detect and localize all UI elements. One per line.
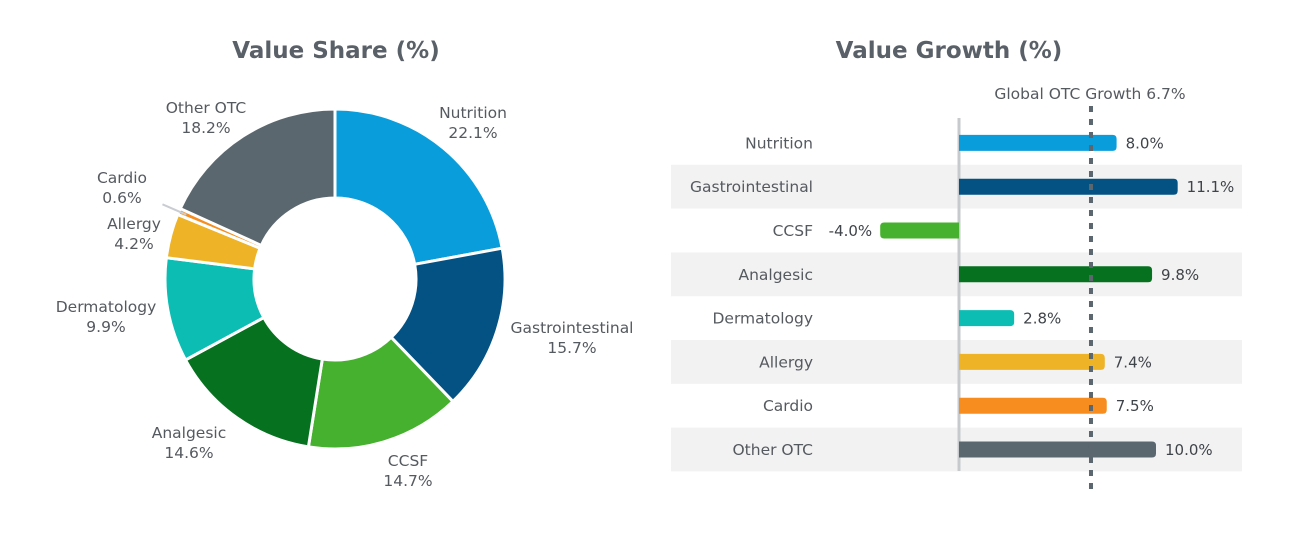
- slice-value-analgesic: 14.6%: [164, 444, 213, 462]
- value-label-dermatology: 2.8%: [1023, 310, 1061, 328]
- category-label-dermatology: Dermatology: [712, 310, 813, 328]
- category-label-ccsf: CCSF: [773, 222, 813, 240]
- bar-dermatology: [959, 310, 1015, 327]
- donut-chart: Nutrition 22.1% Gastrointestinal 15.7% CCSF 1…: [56, 99, 634, 490]
- value-label-ccsf: -4.0%: [829, 222, 873, 240]
- value-label-cardio: 7.5%: [1116, 397, 1154, 415]
- slice-value-cardio: 0.6%: [102, 189, 141, 207]
- value-label-allergy: 7.4%: [1114, 353, 1152, 371]
- row-band-allergy: [671, 340, 1242, 384]
- category-label-analgesic: Analgesic: [738, 266, 813, 284]
- slice-label-other-otc: Other OTC: [166, 99, 247, 117]
- slice-label-gastrointestinal: Gastrointestinal: [510, 319, 633, 337]
- slice-label-dermatology: Dermatology: [56, 298, 157, 316]
- bar-allergy: [959, 353, 1105, 370]
- slice-nutrition: [333, 107, 504, 267]
- category-label-cardio: Cardio: [763, 397, 813, 415]
- slice-value-allergy: 4.2%: [114, 235, 153, 253]
- slice-value-ccsf: 14.7%: [383, 472, 432, 490]
- bar-gastrointestinal: [959, 178, 1178, 195]
- value-label-other-otc: 10.0%: [1165, 441, 1213, 459]
- donut-chart-title: Value Share (%): [232, 38, 439, 64]
- bar-analgesic: [959, 266, 1153, 283]
- slice-ccsf: [306, 335, 456, 451]
- bar-ccsf: [880, 222, 959, 239]
- bar-cardio: [959, 397, 1107, 414]
- category-label-allergy: Allergy: [759, 353, 813, 371]
- bar-other-otc: [959, 441, 1156, 458]
- value-label-nutrition: 8.0%: [1126, 134, 1164, 152]
- slice-label-nutrition: Nutrition: [439, 104, 507, 122]
- slice-label-allergy: Allergy: [107, 215, 161, 233]
- slice-analgesic: [183, 315, 325, 449]
- slice-value-other-otc: 18.2%: [181, 119, 230, 137]
- reference-line-label: Global OTC Growth 6.7%: [994, 85, 1185, 103]
- slice-label-ccsf: CCSF: [388, 452, 428, 470]
- slice-gastrointestinal: [389, 246, 507, 404]
- slice-label-analgesic: Analgesic: [152, 424, 227, 442]
- category-label-nutrition: Nutrition: [745, 134, 813, 152]
- slice-other-otc: [178, 107, 337, 248]
- bar-nutrition: [959, 134, 1117, 151]
- slice-value-gastrointestinal: 15.7%: [547, 339, 596, 357]
- leader-line-cardio: [162, 203, 187, 216]
- value-label-gastrointestinal: 11.1%: [1187, 178, 1235, 196]
- bar-chart: Nutrition 8.0% Gastrointestinal 11.1% CCSF -4…: [671, 85, 1242, 490]
- slice-value-nutrition: 22.1%: [448, 124, 497, 142]
- slice-value-dermatology: 9.9%: [86, 318, 125, 336]
- category-label-other-otc: Other OTC: [732, 441, 813, 459]
- category-label-gastrointestinal: Gastrointestinal: [690, 178, 813, 196]
- slice-label-cardio: Cardio: [97, 169, 147, 187]
- value-label-analgesic: 9.8%: [1161, 266, 1199, 284]
- bar-chart-title: Value Growth (%): [836, 38, 1063, 64]
